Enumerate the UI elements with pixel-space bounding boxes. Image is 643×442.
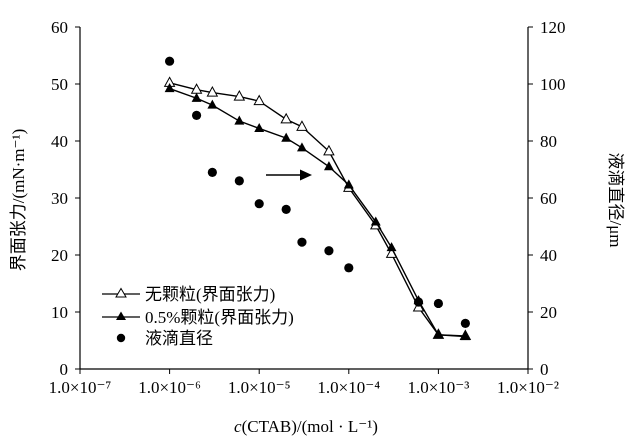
series-1-point	[253, 94, 265, 106]
y-right-tick-label: 60	[540, 189, 557, 208]
arrow-head	[300, 169, 312, 181]
legend-label-series-3: 液滴直径	[145, 329, 213, 348]
y-right-tick-label: 120	[540, 18, 566, 37]
series-2-point	[254, 122, 265, 133]
series-3-point	[254, 199, 264, 209]
series-line-1	[169, 82, 466, 337]
y-right-tick-label: 80	[540, 132, 557, 151]
axes	[75, 26, 533, 374]
x-tick-label: 1.0×10⁻²	[497, 378, 559, 397]
series-layer	[163, 56, 472, 341]
series-3-point	[207, 167, 217, 177]
x-axis-label-rest: (CTAB)/(mol · L⁻¹)	[242, 417, 378, 436]
series-2-point	[386, 242, 397, 252]
y-right-tick-label: 0	[540, 360, 549, 379]
tick-labels: 1.0×10⁻⁷ 1.0×10⁻⁶ 1.0×10⁻⁵ 1.0×10⁻⁴ 1.0×10⁻³…	[49, 18, 566, 397]
series-3-point	[413, 297, 424, 307]
series-3-point	[324, 246, 334, 256]
x-tick-label: 1.0×10⁻³	[407, 378, 469, 397]
series-2-point	[323, 161, 334, 171]
x-axis-label-italic: c	[234, 417, 242, 436]
series-2-point	[343, 179, 354, 189]
y-left-tick-label: 20	[51, 246, 68, 265]
y-right-tick-label: 20	[540, 303, 557, 322]
series-3-point	[344, 263, 354, 273]
x-tick-label: 1.0×10⁻⁴	[317, 378, 380, 397]
y-left-tick-label: 60	[51, 18, 68, 37]
series-3-point	[191, 110, 202, 120]
series-3-point	[297, 237, 307, 247]
arrow-annotation	[266, 169, 312, 181]
y-right-tick-label: 40	[540, 246, 557, 265]
legend-marker-series-2	[116, 311, 126, 320]
y-left-tick-label: 40	[51, 132, 68, 151]
series-2-point	[191, 92, 202, 102]
series-1-point	[296, 120, 308, 131]
y-axis-right-label: 液滴直径/μm	[606, 152, 625, 247]
series-3-point	[234, 176, 244, 186]
series-2-point	[433, 329, 444, 339]
legend-marker-series-3	[116, 333, 126, 343]
series-2-point	[281, 132, 292, 142]
x-tick-label: 1.0×10⁻⁶	[138, 378, 201, 397]
x-axis-label: c(CTAB)/(mol · L⁻¹)	[234, 417, 378, 436]
series-2-point	[370, 216, 381, 226]
y-left-tick-label: 10	[51, 303, 68, 322]
series-3-point	[433, 298, 443, 309]
series-1-point	[280, 112, 292, 124]
series-2-point	[234, 115, 245, 125]
legend-marker-series-1	[115, 287, 127, 298]
y-axis-left-label: 界面张力/(mN·m⁻¹)	[9, 129, 28, 272]
legend: 无颗粒(界面张力) 0.5%颗粒(界面张力) 液滴直径	[102, 285, 294, 348]
series-3-point	[165, 56, 175, 66]
series-1-point	[233, 89, 246, 101]
series-2-point	[207, 99, 218, 109]
legend-label-series-2: 0.5%颗粒(界面张力)	[145, 308, 294, 327]
y-left-tick-label: 50	[51, 75, 68, 94]
series-1-point	[206, 86, 219, 97]
series-2-point	[164, 83, 175, 93]
series-2-point	[460, 331, 471, 341]
series-line-2	[169, 87, 466, 338]
legend-label-series-1: 无颗粒(界面张力)	[145, 285, 275, 304]
series-2-point	[297, 142, 307, 152]
x-tick-label: 1.0×10⁻⁷	[49, 378, 112, 397]
series-1-point	[323, 144, 335, 156]
y-right-tick-label: 100	[540, 75, 566, 94]
y-left-tick-label: 0	[60, 360, 69, 379]
series-3-point	[281, 204, 291, 214]
x-tick-label: 1.0×10⁻⁵	[228, 378, 291, 397]
y-left-tick-label: 30	[51, 189, 68, 208]
series-3-point	[460, 318, 470, 328]
